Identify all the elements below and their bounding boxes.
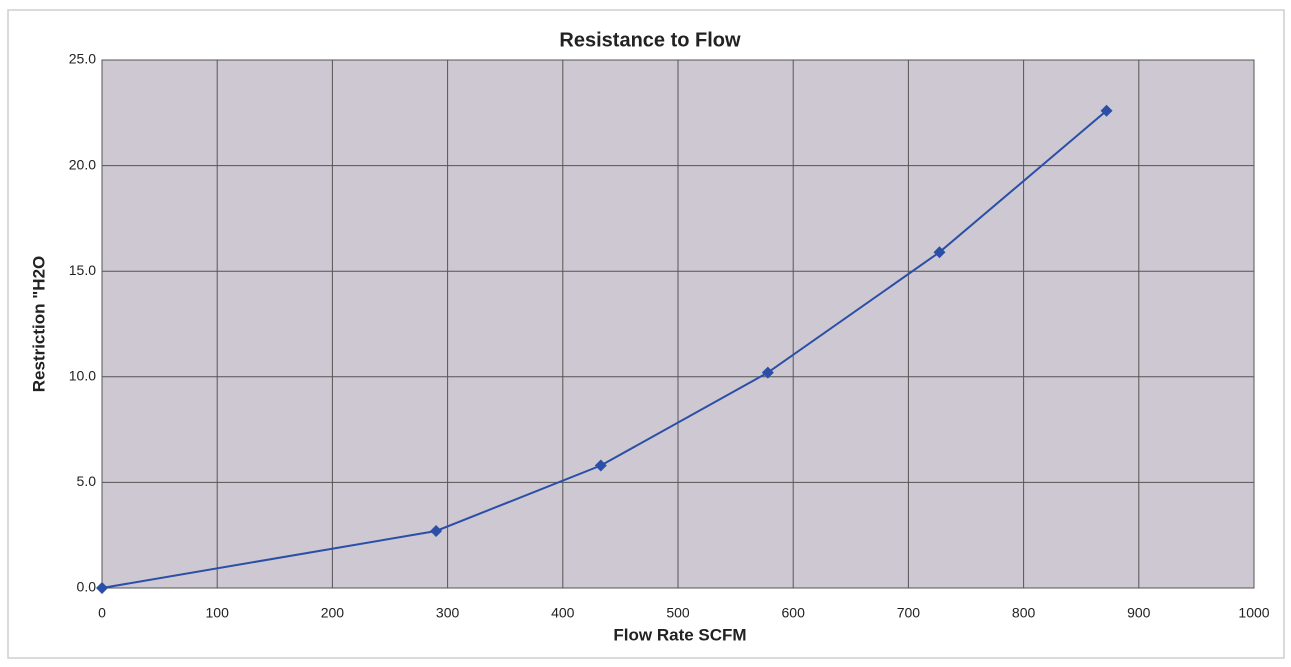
x-tick-label: 400	[551, 605, 575, 621]
y-tick-label: 20.0	[69, 156, 96, 172]
chart-title: Resistance to Flow	[559, 29, 741, 51]
y-tick-label: 25.0	[69, 51, 96, 67]
x-tick-label: 900	[1127, 605, 1151, 621]
x-tick-label: 500	[666, 605, 690, 621]
x-axis-label: Flow Rate SCFM	[613, 625, 746, 644]
x-tick-label: 100	[206, 605, 230, 621]
data-point	[761, 366, 774, 379]
x-tick-label: 0	[98, 605, 106, 621]
x-tick-label: 700	[897, 605, 921, 621]
x-tick-label: 800	[1012, 605, 1036, 621]
data-point	[1100, 104, 1113, 117]
y-tick-label: 0.0	[77, 579, 97, 595]
data-point	[594, 459, 607, 472]
y-tick-label: 15.0	[69, 262, 96, 278]
y-tick-label: 10.0	[69, 368, 96, 384]
data-point	[96, 582, 108, 594]
x-tick-label: 600	[782, 605, 806, 621]
y-axis-label: Restriction "H2O	[29, 256, 48, 393]
x-tick-label: 200	[321, 605, 345, 621]
data-point	[933, 246, 946, 259]
data-point	[430, 524, 443, 537]
data-line	[101, 109, 1108, 589]
x-tick-label: 1000	[1238, 605, 1269, 621]
y-tick-label: 5.0	[77, 473, 97, 489]
x-tick-label: 300	[436, 605, 460, 621]
